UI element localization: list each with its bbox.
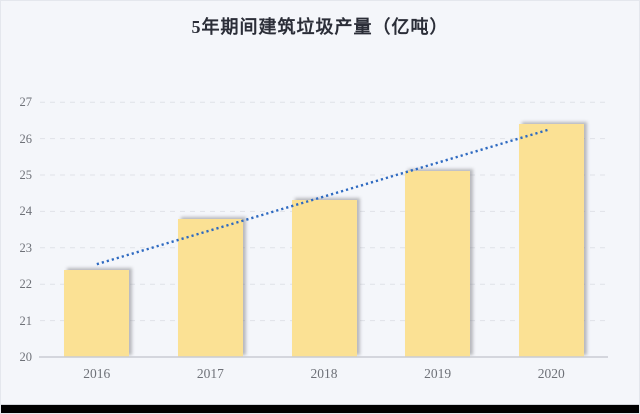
bottom-black-band bbox=[1, 404, 639, 413]
y-tick-label-27: 27 bbox=[19, 95, 33, 110]
x-tick-label-2017: 2017 bbox=[196, 366, 224, 381]
bar-2017 bbox=[177, 218, 243, 357]
bar-2019 bbox=[405, 171, 471, 357]
bar-2016 bbox=[64, 269, 130, 357]
y-tick-label-20: 20 bbox=[19, 350, 33, 364]
y-tick-label-22: 22 bbox=[19, 277, 33, 292]
y-tick-label-25: 25 bbox=[19, 168, 33, 182]
x-tick-label-2016: 2016 bbox=[83, 366, 111, 381]
x-tick-label-2020: 2020 bbox=[537, 366, 565, 381]
y-tick-label-21: 21 bbox=[19, 313, 33, 328]
y-tick-label-24: 24 bbox=[19, 204, 33, 219]
bar-2020 bbox=[518, 124, 584, 357]
trendline bbox=[96, 128, 550, 266]
x-tick-label-2019: 2019 bbox=[424, 366, 452, 381]
y-tick-label-26: 26 bbox=[19, 131, 33, 146]
chart-title: 5年期间建筑垃圾产量（亿吨） bbox=[191, 17, 449, 37]
y-tick-label-23: 23 bbox=[19, 240, 33, 255]
bar-2018 bbox=[291, 200, 357, 357]
x-tick-label-2018: 2018 bbox=[310, 366, 338, 381]
